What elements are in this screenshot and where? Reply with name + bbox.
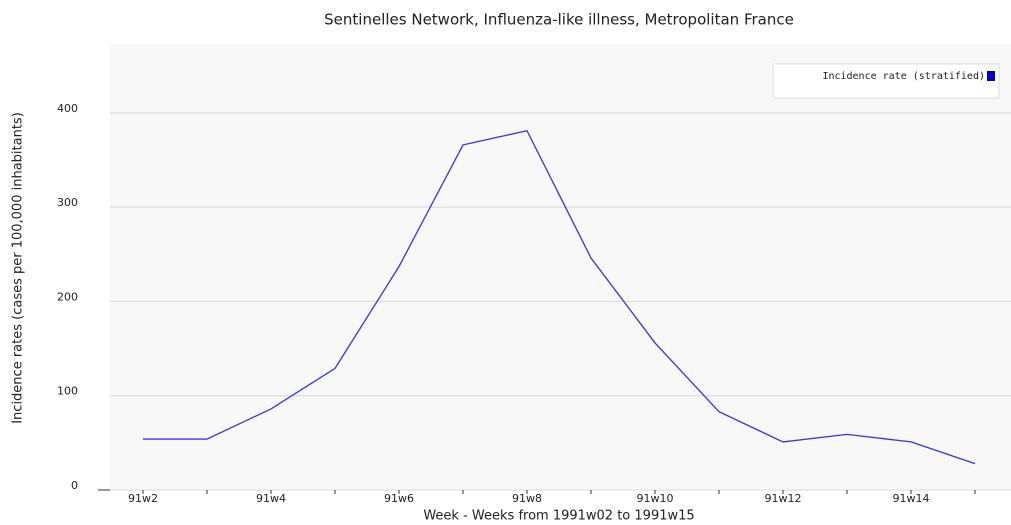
x-tick-label: 91w12 [765,492,802,505]
legend-swatch [987,71,995,81]
y-tick-label: 300 [57,196,78,209]
plot-area [110,44,1011,490]
y-tick-label: 100 [57,385,78,398]
x-tick-label: 91w14 [893,492,930,505]
line [143,130,976,465]
y-tick-label: 400 [57,102,78,115]
y-tick-label: 0 [71,479,78,492]
legend-label: Incidence rate (stratified) [822,71,985,82]
x-tick-label: 91w10 [637,492,674,505]
chart-title: Sentinelles Network, Influenza-like illn… [324,11,794,29]
x-tick-label: 91w8 [512,492,542,505]
y-tick-label: 200 [57,290,78,303]
legend-box [772,63,1000,99]
x-axis-title: Week - Weeks from 1991w02 to 1991w15 [423,509,694,524]
x-tick-label: 91w6 [384,492,414,505]
x-tick-label: 91w2 [128,492,158,505]
x-tick-label: 91w4 [256,492,286,505]
y-axis-title: Incidence rates (cases per 100,000 inhab… [11,112,26,424]
